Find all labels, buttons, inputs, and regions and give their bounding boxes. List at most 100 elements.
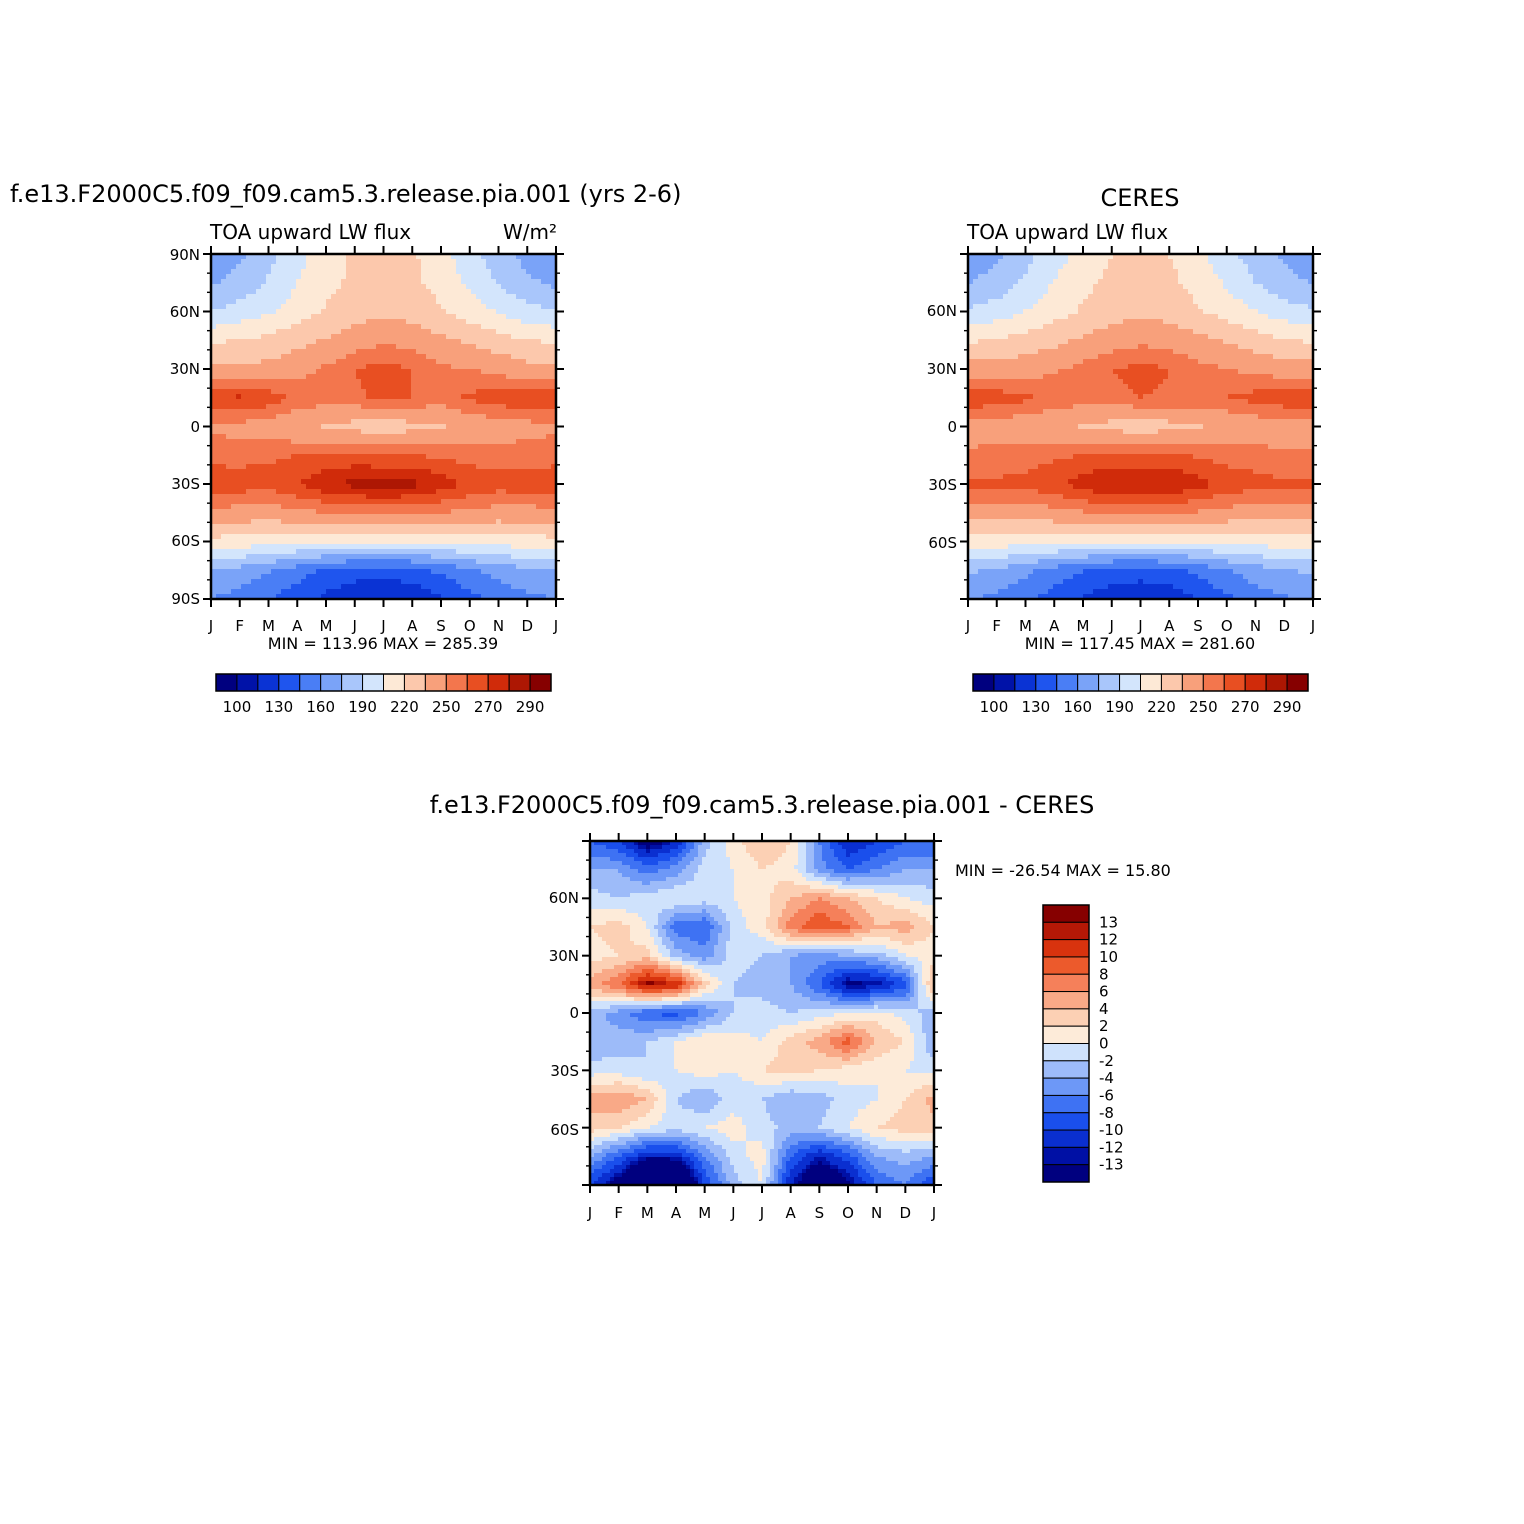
heat-cell bbox=[471, 354, 477, 360]
heat-cell bbox=[381, 374, 387, 380]
heat-cell bbox=[346, 479, 352, 485]
heat-cell bbox=[286, 474, 292, 480]
heat-cell bbox=[361, 409, 367, 415]
heat-cell bbox=[376, 339, 382, 345]
heat-cell bbox=[421, 584, 427, 590]
heat-cell bbox=[256, 584, 262, 590]
heat-cell bbox=[411, 369, 417, 375]
heat-cell bbox=[456, 344, 462, 350]
heat-cell bbox=[456, 329, 462, 335]
heat-cell bbox=[276, 454, 282, 460]
heat-cell bbox=[226, 414, 232, 420]
heat-cell bbox=[446, 424, 452, 430]
heat-cell bbox=[351, 499, 357, 505]
heat-cell bbox=[451, 399, 457, 405]
heat-cell bbox=[441, 314, 447, 320]
heat-cell bbox=[416, 499, 422, 505]
heat-cell bbox=[511, 349, 517, 355]
heat-cell bbox=[216, 289, 222, 295]
heat-cell bbox=[521, 499, 527, 505]
heat-cell bbox=[471, 504, 477, 510]
heat-cell bbox=[486, 419, 492, 425]
heat-cell bbox=[236, 289, 242, 295]
heat-cell bbox=[541, 464, 547, 470]
heat-cell bbox=[546, 579, 552, 585]
heat-cell bbox=[426, 319, 432, 325]
heat-cell bbox=[296, 549, 302, 555]
heat-cell bbox=[326, 394, 332, 400]
heat-cell bbox=[421, 534, 427, 540]
heat-cell bbox=[421, 304, 427, 310]
heat-cell bbox=[256, 404, 262, 410]
heat-cell bbox=[496, 339, 502, 345]
heat-cell bbox=[246, 264, 252, 270]
heat-cell bbox=[356, 434, 362, 440]
heat-cell bbox=[311, 544, 317, 550]
heat-cell bbox=[511, 564, 517, 570]
heat-cell bbox=[331, 424, 337, 430]
heat-cell bbox=[441, 404, 447, 410]
heat-cell bbox=[296, 414, 302, 420]
heat-cell bbox=[276, 544, 282, 550]
heat-cell bbox=[361, 569, 367, 575]
heat-cell bbox=[511, 539, 517, 545]
heat-cell bbox=[406, 264, 412, 270]
heat-cell bbox=[241, 544, 247, 550]
heat-cell bbox=[516, 369, 522, 375]
heat-cell bbox=[256, 559, 262, 565]
heat-cell bbox=[366, 534, 372, 540]
heat-cell bbox=[531, 264, 537, 270]
heat-cell bbox=[506, 359, 512, 365]
heat-cell bbox=[306, 554, 312, 560]
heat-cell bbox=[296, 474, 302, 480]
heat-cell bbox=[391, 444, 397, 450]
heat-cell bbox=[441, 464, 447, 470]
heat-cell bbox=[491, 289, 497, 295]
heat-cell bbox=[446, 524, 452, 530]
heat-cell bbox=[371, 484, 377, 490]
heat-cell bbox=[406, 409, 412, 415]
heat-cell bbox=[286, 449, 292, 455]
heat-cell bbox=[401, 329, 407, 335]
heat-cell bbox=[211, 389, 217, 395]
heat-cell bbox=[251, 434, 257, 440]
heat-cell bbox=[291, 484, 297, 490]
heat-cell bbox=[1043, 259, 1049, 265]
heat-cell bbox=[446, 479, 452, 485]
heat-cell bbox=[341, 544, 347, 550]
heat-cell bbox=[436, 314, 442, 320]
heat-cell bbox=[496, 524, 502, 530]
heat-cell bbox=[256, 474, 262, 480]
heat-cell bbox=[531, 404, 537, 410]
heat-cell bbox=[351, 289, 357, 295]
heat-cell bbox=[261, 339, 267, 345]
heat-cell bbox=[386, 384, 392, 390]
heat-cell bbox=[461, 279, 467, 285]
heat-cell bbox=[236, 374, 242, 380]
heat-cell bbox=[291, 274, 297, 280]
heat-cell bbox=[476, 559, 482, 565]
heat-cell bbox=[501, 499, 507, 505]
heat-cell bbox=[336, 314, 342, 320]
heat-cell bbox=[341, 354, 347, 360]
heat-cell bbox=[246, 359, 252, 365]
heat-cell bbox=[356, 399, 362, 405]
heat-cell bbox=[466, 579, 472, 585]
heat-cell bbox=[406, 304, 412, 310]
heat-cell bbox=[276, 389, 282, 395]
heat-cell bbox=[341, 279, 347, 285]
heat-cell bbox=[316, 379, 322, 385]
heat-cell bbox=[336, 359, 342, 365]
heat-cell bbox=[466, 429, 472, 435]
heat-cell bbox=[291, 269, 297, 275]
heat-cell bbox=[526, 369, 532, 375]
heat-cell bbox=[261, 349, 267, 355]
heat-cell bbox=[551, 469, 557, 475]
heat-cell bbox=[431, 409, 437, 415]
heat-cell bbox=[406, 469, 412, 475]
heat-cell bbox=[351, 334, 357, 340]
heat-cell bbox=[366, 339, 372, 345]
heat-cell bbox=[501, 524, 507, 530]
heat-cell bbox=[436, 584, 442, 590]
heat-cell bbox=[1268, 254, 1274, 260]
